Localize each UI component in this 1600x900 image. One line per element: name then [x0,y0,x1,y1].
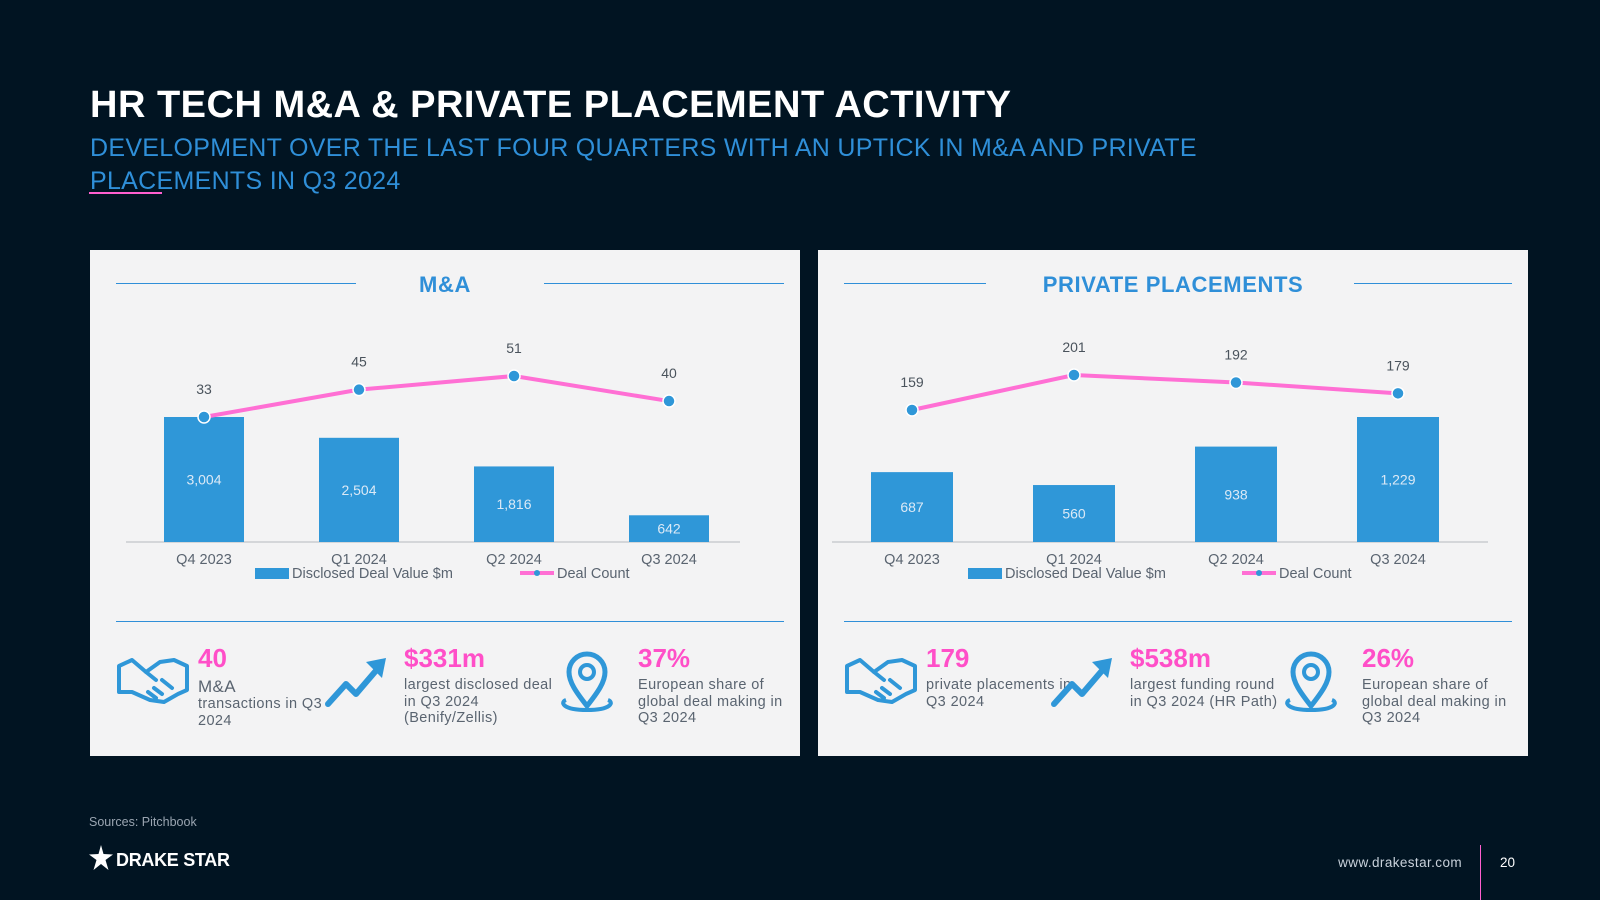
category-tick-label: Q4 2023 [884,552,940,568]
legend-line-marker [1256,570,1262,576]
pp-chart-title: PRIVATE PLACEMENTS [1042,272,1304,297]
category-tick-label: Q1 2024 [331,552,387,568]
location-pin-icon [556,650,618,719]
deal-count-line [203,373,670,419]
deal-count-label: 159 [900,374,924,390]
drake-star-logo: DRAKE STAR [89,845,230,876]
ma-chart: 3,004 Q4 2023 2,504 Q1 2024 1,816 Q2 2024 642 Q… [126,340,740,582]
bar-value-label: 1,229 [1380,472,1415,488]
category-tick-label: Q4 2023 [176,552,232,568]
bar-value-label: 2,504 [341,482,376,498]
panel-title-rule-right [1354,283,1512,284]
stat-value: 26% [1362,643,1415,673]
panel-divider [116,621,784,622]
footer-divider [1480,845,1481,900]
stat-description: private placements in Q3 2024 [926,677,1072,710]
bar-value-label: 938 [1224,486,1248,502]
legend-line-marker [534,570,540,576]
star-icon [89,845,113,876]
bar-value-label: 560 [1062,506,1086,522]
bar [871,472,953,542]
category-tick-label: Q2 2024 [486,552,542,568]
deal-count-label: 51 [506,340,522,356]
legend-bar-label: Disclosed Deal Value $m [292,566,453,582]
bar-value-label: 3,004 [186,472,221,488]
category-tick-label: Q3 2024 [1370,552,1426,568]
pp-stats: 179 private placements in Q3 2024 $538m … [818,643,1528,745]
legend-line-label: Deal Count [557,566,630,582]
deal-count-line [911,372,1399,412]
deal-count-label: 192 [1224,347,1248,363]
panel-title-rule-left [844,283,986,284]
sources-note: Sources: Pitchbook [89,815,197,829]
stat-description: largest disclosed deal in Q3 2024 (Benif… [404,677,553,726]
logo-text: DRAKE STAR [116,850,230,870]
bar [1357,417,1439,542]
panel-title-rule-left [116,283,356,284]
stat-description: M&A [198,677,237,696]
panel-divider [844,621,1512,622]
ma-panel: M&A 3,004 Q4 2023 2,504 Q1 2024 1,816 Q2 2024… [90,250,800,756]
trend-up-icon [1048,650,1118,715]
stat-description: European share of global deal making in … [638,677,783,726]
stat-description-detail: transactions in Q3 2024 [198,696,323,729]
category-tick-label: Q1 2024 [1046,552,1102,568]
deal-count-point [905,403,919,417]
bar-value-label: 642 [657,521,681,537]
bar [629,515,709,542]
accent-underline [89,192,162,194]
page-subtitle: DEVELOPMENT OVER THE LAST FOUR QUARTERS … [90,134,1197,195]
website-link[interactable]: www.drakestar.com [1338,855,1462,870]
stat-value: 37% [638,643,691,673]
legend-bar-swatch [255,568,289,579]
bar [474,466,554,542]
category-tick-label: Q2 2024 [1208,552,1264,568]
deal-count-point [1391,386,1405,401]
deal-count-point [507,369,521,383]
location-pin-icon [1280,650,1342,719]
deal-count-point [1229,375,1243,390]
bar [164,417,244,542]
category-tick-label: Q3 2024 [641,552,697,568]
stat-value: $331m [404,643,485,673]
deal-count-label: 201 [1062,339,1086,355]
deal-count-label: 33 [196,381,212,397]
deal-count-label: 45 [351,354,367,370]
handshake-icon [844,650,918,711]
deal-count-label: 40 [661,365,677,381]
stat-description: largest funding round in Q3 2024 (HR Pat… [1130,677,1278,710]
stat-value: 40 [198,643,227,673]
page-number: 20 [1500,855,1516,870]
panel-title-rule-right [544,283,784,284]
deal-count-label: 179 [1386,357,1410,373]
bar [1195,446,1277,542]
pp-chart: 687 Q4 2023 560 Q1 2024 938 Q2 2024 1,229 Q3 20… [832,339,1488,582]
bar [1033,485,1115,542]
deal-count-point [352,382,366,397]
legend-line-label: Deal Count [1279,566,1352,582]
page-title: HR TECH M&A & PRIVATE PLACEMENT ACTIVITY [90,84,1012,126]
deal-count-point [1067,368,1081,382]
deal-count-point [662,394,676,408]
bar [319,437,399,542]
bar-value-label: 687 [900,499,924,515]
stat-description: European share of global deal making in … [1362,677,1507,726]
ma-stats: 40 M&A transactions in Q3 2024 $331m lar… [90,643,800,745]
pp-panel: PRIVATE PLACEMENTS 687 Q4 2023 560 Q1 2024 9… [818,250,1528,756]
ma-chart-title: M&A [419,272,471,297]
stat-value: $538m [1130,643,1211,673]
legend-bar-label: Disclosed Deal Value $m [1005,566,1166,582]
stat-value: 179 [926,643,970,673]
trend-up-icon [322,650,392,715]
legend-bar-swatch [968,568,1002,579]
handshake-icon [116,650,190,711]
deal-count-point [197,410,211,424]
bar-value-label: 1,816 [496,496,531,512]
